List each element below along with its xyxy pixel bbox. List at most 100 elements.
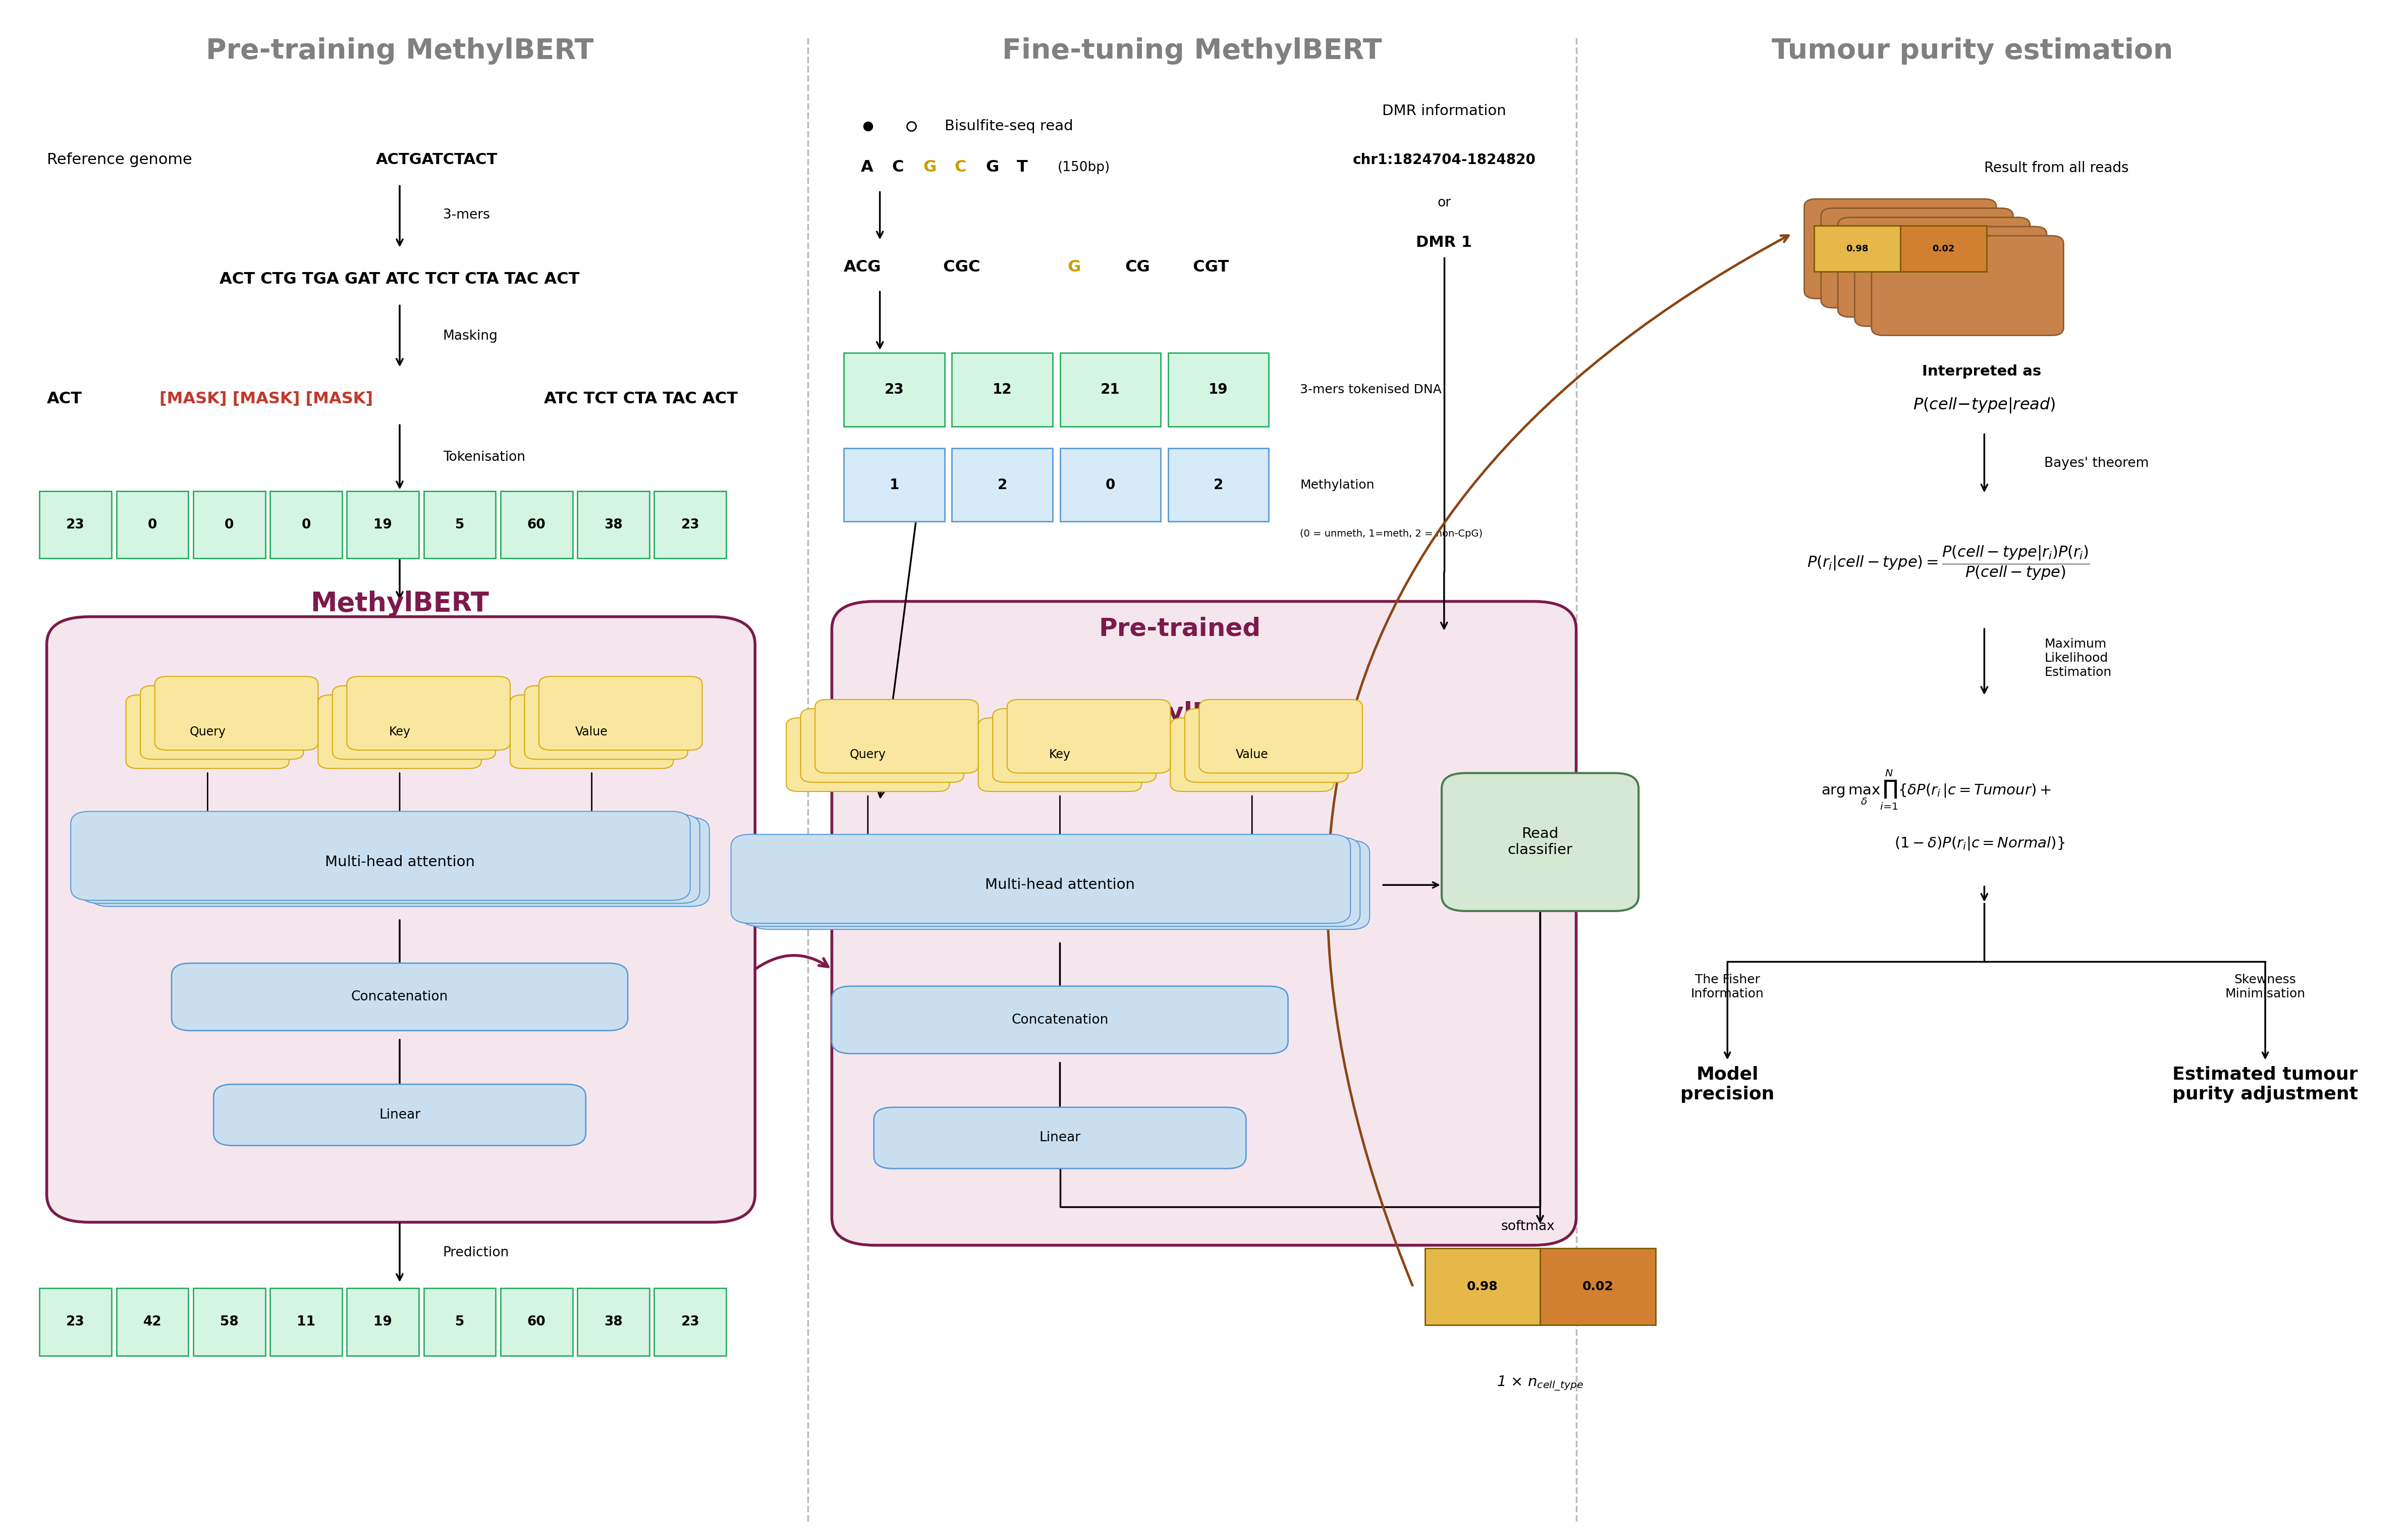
Text: (150bp): (150bp) (1057, 162, 1110, 174)
Text: MethylBERT: MethylBERT (311, 590, 489, 616)
Text: Masking: Masking (443, 330, 498, 343)
Text: 0.02: 0.02 (1931, 245, 1955, 253)
Text: Bayes' theorem: Bayes' theorem (2044, 457, 2148, 470)
Text: $P(r_i|cell-type) = \dfrac{P(cell-type|r_i)P(r_i)}{P(cell-type)}$: $P(r_i|cell-type) = \dfrac{P(cell-type|r… (1806, 545, 2090, 582)
Text: 1: 1 (889, 477, 898, 491)
Text: 38: 38 (604, 517, 624, 531)
Bar (843, 353, 944, 427)
FancyBboxPatch shape (814, 699, 978, 773)
Text: Multi-head attention: Multi-head attention (325, 855, 474, 869)
FancyBboxPatch shape (992, 708, 1156, 782)
FancyBboxPatch shape (1820, 208, 2013, 308)
Text: Concatenation: Concatenation (352, 990, 448, 1004)
FancyBboxPatch shape (1871, 236, 2064, 336)
FancyBboxPatch shape (171, 962, 628, 1030)
Text: Model
precision: Model precision (1681, 1066, 1775, 1103)
FancyBboxPatch shape (89, 818, 710, 907)
Bar (1060, 353, 1161, 427)
Text: 19: 19 (373, 1315, 393, 1329)
FancyBboxPatch shape (742, 838, 1361, 927)
Text: chr1:1824704-1824820: chr1:1824704-1824820 (1353, 152, 1536, 166)
Text: G: G (1062, 259, 1081, 276)
Text: 12: 12 (992, 383, 1011, 397)
Bar (1168, 448, 1269, 522)
FancyBboxPatch shape (831, 602, 1577, 1246)
FancyBboxPatch shape (1185, 708, 1348, 782)
Text: 21: 21 (1100, 383, 1120, 397)
Text: DMR 1: DMR 1 (1416, 236, 1471, 249)
Text: [MASK] [MASK] [MASK]: [MASK] [MASK] [MASK] (159, 391, 373, 407)
Text: 5: 5 (455, 517, 465, 531)
Bar (270, 491, 342, 559)
FancyBboxPatch shape (874, 1107, 1245, 1169)
Text: C: C (891, 160, 903, 176)
Text: 23: 23 (681, 517, 698, 531)
Bar (424, 1287, 496, 1355)
FancyBboxPatch shape (751, 841, 1370, 930)
Text: Reference genome: Reference genome (46, 152, 193, 168)
Text: Skewness
Minimisation: Skewness Minimisation (2225, 973, 2304, 999)
Bar (270, 1287, 342, 1355)
Bar (116, 491, 188, 559)
FancyBboxPatch shape (799, 708, 963, 782)
FancyBboxPatch shape (1804, 199, 1996, 299)
Text: Value: Value (576, 725, 609, 738)
Text: 23: 23 (681, 1315, 698, 1329)
Text: Interpreted as: Interpreted as (1922, 365, 2047, 379)
FancyBboxPatch shape (1442, 773, 1637, 912)
Bar (39, 1287, 111, 1355)
Text: CGC: CGC (937, 259, 980, 276)
Text: Query: Query (190, 725, 226, 738)
Text: 42: 42 (142, 1315, 161, 1329)
FancyBboxPatch shape (539, 676, 703, 750)
FancyBboxPatch shape (214, 1084, 585, 1146)
Bar (655, 491, 727, 559)
FancyBboxPatch shape (1854, 226, 2047, 326)
FancyBboxPatch shape (79, 815, 701, 904)
Text: 0: 0 (1105, 477, 1115, 491)
Bar (193, 491, 265, 559)
FancyBboxPatch shape (332, 685, 496, 759)
Text: ACG: ACG (843, 259, 881, 276)
Bar (501, 1287, 573, 1355)
Text: G: G (985, 160, 999, 176)
FancyBboxPatch shape (787, 718, 949, 792)
Text: A: A (860, 160, 874, 176)
Bar (578, 1287, 650, 1355)
Text: 0.02: 0.02 (1582, 1281, 1613, 1292)
Text: Pre-trained: Pre-trained (1098, 616, 1262, 641)
Text: Estimated tumour
purity adjustment: Estimated tumour purity adjustment (2172, 1066, 2357, 1103)
Bar (116, 1287, 188, 1355)
Text: Concatenation: Concatenation (1011, 1013, 1108, 1027)
Text: ATC TCT CTA TAC ACT: ATC TCT CTA TAC ACT (544, 391, 737, 407)
Text: Methylation: Methylation (1300, 479, 1375, 491)
Text: Result from all reads: Result from all reads (1984, 162, 2129, 176)
Text: CG: CG (1125, 259, 1151, 276)
Text: 1 $\times$ $n_{cell\_type}$: 1 $\times$ $n_{cell\_type}$ (1498, 1374, 1584, 1392)
Text: or: or (1438, 196, 1452, 209)
FancyBboxPatch shape (70, 812, 691, 901)
Text: Read
classifier: Read classifier (1507, 827, 1572, 858)
Bar (1541, 1249, 1654, 1324)
Bar (347, 1287, 419, 1355)
Text: 23: 23 (884, 383, 903, 397)
FancyBboxPatch shape (154, 676, 318, 750)
Text: Linear: Linear (1040, 1132, 1081, 1144)
FancyBboxPatch shape (1007, 699, 1170, 773)
Text: Pre-training MethylBERT: Pre-training MethylBERT (205, 37, 592, 65)
Text: $\mathit{P(cell\!-\!type|read)}$: $\mathit{P(cell\!-\!type|read)}$ (1912, 396, 2056, 414)
FancyBboxPatch shape (510, 695, 674, 768)
Text: 19: 19 (373, 517, 393, 531)
Text: Query: Query (850, 748, 886, 761)
Text: 2: 2 (1214, 477, 1223, 491)
Bar (578, 491, 650, 559)
FancyBboxPatch shape (347, 676, 510, 750)
Text: CGT: CGT (1187, 259, 1228, 276)
Text: Tumour purity estimation: Tumour purity estimation (1772, 37, 2172, 65)
FancyBboxPatch shape (978, 718, 1141, 792)
Bar (1900, 226, 1987, 271)
Text: T: T (1016, 160, 1028, 176)
FancyBboxPatch shape (125, 695, 289, 768)
Bar (1060, 448, 1161, 522)
Text: 58: 58 (219, 1315, 238, 1329)
